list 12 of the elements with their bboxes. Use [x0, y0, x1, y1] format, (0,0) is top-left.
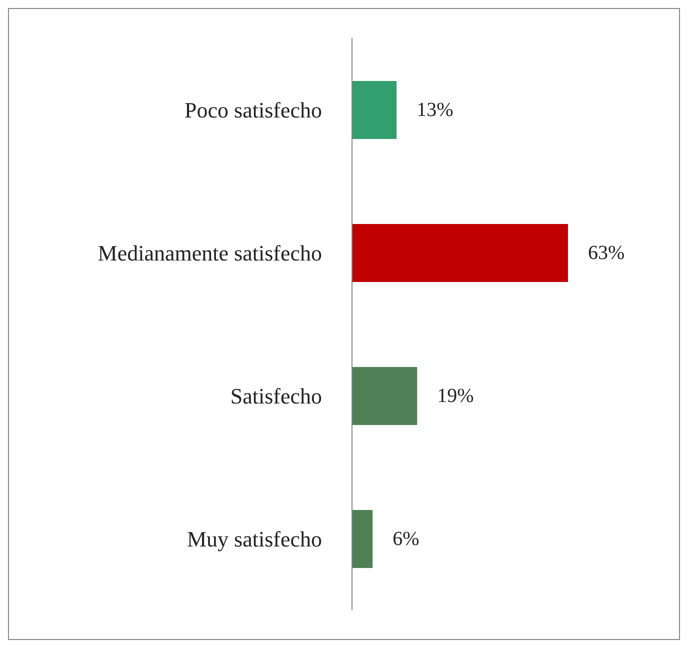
- bar: [352, 81, 397, 139]
- data-label: 6%: [392, 528, 420, 550]
- bar: [352, 367, 418, 425]
- y-tick-label: Poco satisfecho: [184, 97, 322, 122]
- bar: [352, 510, 373, 568]
- y-tick-label: Medianamente satisfecho: [98, 240, 322, 266]
- data-label: 19%: [437, 385, 474, 407]
- y-tick-label: Satisfecho: [230, 383, 322, 408]
- data-label: 63%: [588, 242, 625, 264]
- data-label: 13%: [416, 99, 454, 121]
- bar: [352, 224, 568, 282]
- y-tick-label: Muy satisfecho: [186, 526, 322, 552]
